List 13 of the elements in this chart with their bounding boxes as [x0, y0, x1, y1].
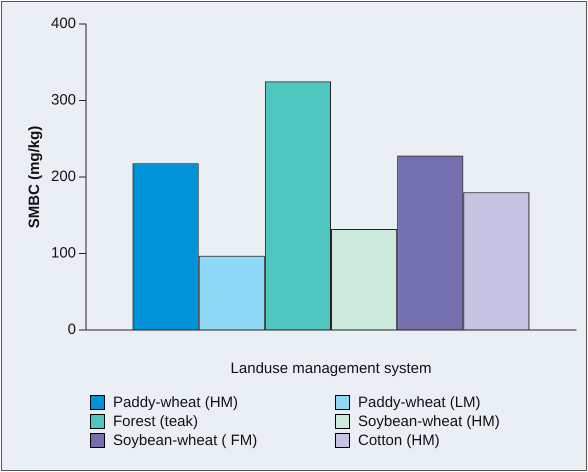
y-tick-label: 0: [68, 321, 76, 338]
legend-label: Cotton (HM): [358, 432, 440, 449]
y-axis-title: SMBC (mg/kg): [26, 126, 44, 228]
legend-label: Soybean-wheat (HM): [358, 413, 500, 430]
legend-label: Paddy-wheat (HM): [113, 394, 238, 411]
y-tick-label: 300: [50, 92, 76, 109]
y-tick-label: 100: [50, 244, 76, 262]
x-axis-title: Landuse management system: [230, 360, 432, 378]
legend-label: Soybean-wheat ( FM): [113, 432, 258, 449]
legend-label: Forest (teak): [113, 413, 198, 430]
legend-label: Paddy-wheat (LM): [358, 394, 481, 411]
y-tick-label: 200: [50, 168, 76, 186]
y-tick-label: 400: [50, 15, 76, 32]
